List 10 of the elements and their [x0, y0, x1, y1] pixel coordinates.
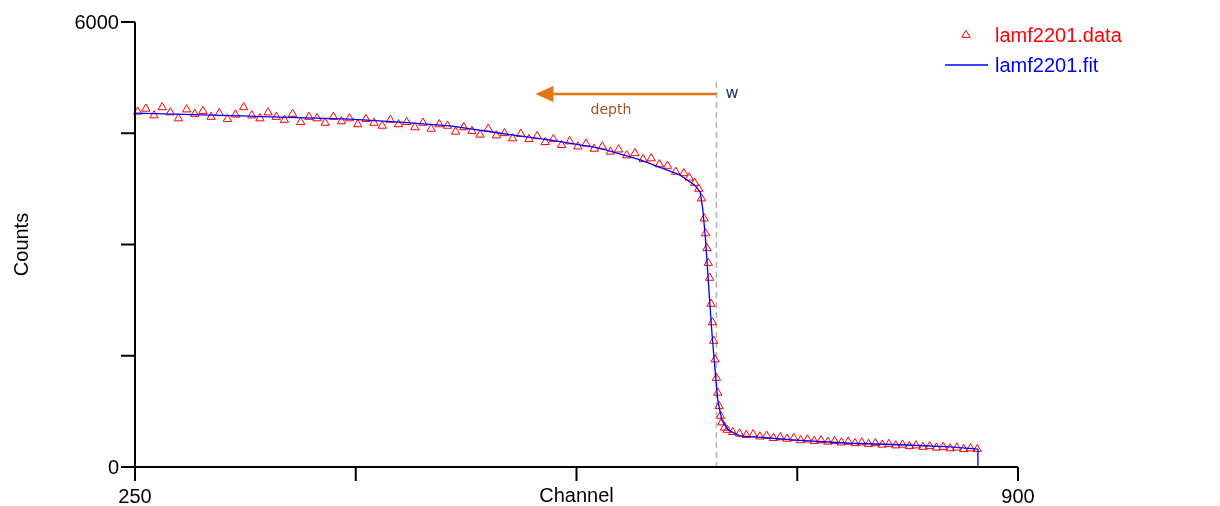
- legend-label: lamf2201.fit: [995, 54, 1099, 76]
- y-axis-title: Counts: [10, 212, 32, 277]
- y-tick-label: 0: [107, 456, 119, 478]
- ref-line-label: w: [725, 83, 739, 102]
- legend-label: lamf2201.data: [995, 24, 1123, 46]
- x-tick-label: 900: [1001, 485, 1035, 506]
- annotation: depth: [590, 101, 632, 117]
- y-tick-label: 6000: [74, 11, 119, 33]
- x-axis-title: Channel: [539, 484, 614, 506]
- x-tick-label: 250: [118, 485, 152, 506]
